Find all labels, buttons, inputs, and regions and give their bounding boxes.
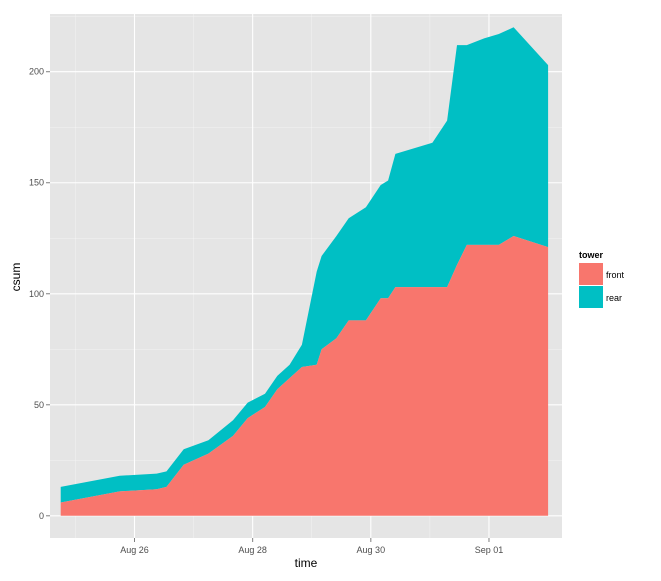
x-axis-title: time xyxy=(295,556,318,570)
y-tick-label: 0 xyxy=(39,511,44,521)
legend-title: tower xyxy=(579,250,604,260)
y-tick-label: 50 xyxy=(34,400,44,410)
y-tick-label: 200 xyxy=(29,67,44,77)
x-tick-label: Aug 30 xyxy=(357,545,386,555)
legend: tower front rear xyxy=(579,250,625,308)
y-axis-title: csum xyxy=(9,263,23,292)
x-tick-label: Sep 01 xyxy=(475,545,504,555)
x-tick-label: Aug 26 xyxy=(120,545,149,555)
y-axis: 0 50 100 150 200 xyxy=(29,67,50,521)
area-rear xyxy=(60,27,549,503)
legend-label-front: front xyxy=(606,270,625,280)
y-tick-label: 100 xyxy=(29,289,44,299)
area-layers xyxy=(60,27,549,516)
y-tick-label: 150 xyxy=(29,178,44,188)
legend-label-rear: rear xyxy=(606,293,622,303)
legend-key-rear xyxy=(579,286,603,308)
legend-key-front xyxy=(579,263,603,285)
x-tick-label: Aug 28 xyxy=(238,545,267,555)
x-axis: Aug 26 Aug 28 Aug 30 Sep 01 xyxy=(120,538,503,555)
area-front xyxy=(60,236,549,516)
